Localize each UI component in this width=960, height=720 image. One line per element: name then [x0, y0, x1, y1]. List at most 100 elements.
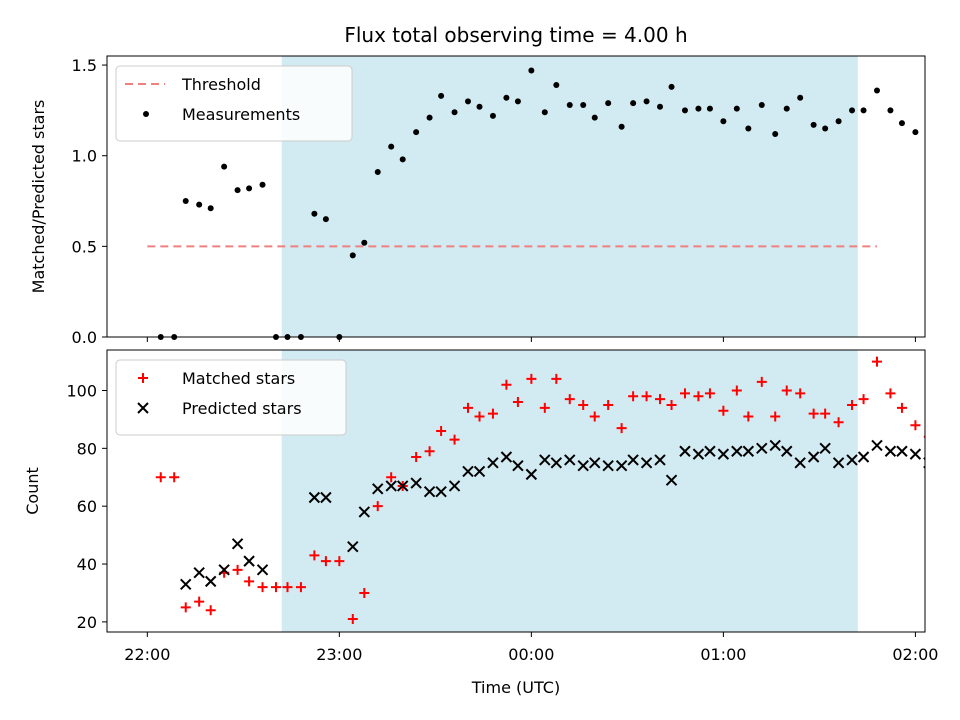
predicted-star-point: [602, 459, 614, 472]
matched-star-point: [616, 423, 627, 434]
predicted-star-point: [654, 454, 666, 466]
x-tick-label: 00:00: [508, 645, 554, 664]
matched-star-point: [833, 417, 844, 428]
matched-star-point: [641, 391, 652, 402]
matched-star-point: [359, 587, 370, 598]
y-tick-label: 1.0: [72, 147, 97, 166]
predicted-star-point: [846, 454, 858, 466]
legend-predicted-swatch: [137, 402, 149, 414]
plots-group: 0.0 0.5 1.0 1.5 Matched/Predicted stars Thres…: [23, 55, 957, 664]
legend-label: Threshold: [181, 75, 261, 94]
predicted-star-point: [487, 457, 499, 469]
y-tick-label: 40: [77, 555, 97, 574]
matched-star-point: [169, 472, 180, 483]
predicted-star-point: [500, 451, 513, 463]
measurement-point: [528, 67, 535, 74]
matched-star-point: [589, 411, 600, 422]
matched-star-point: [871, 356, 882, 367]
measurement-point: [810, 121, 817, 128]
predicted-star-point: [857, 451, 870, 463]
matched-star-point: [539, 402, 550, 413]
matched-star-point: [257, 582, 268, 593]
measurement-point: [580, 101, 587, 108]
predicted-star-point: [884, 445, 897, 457]
measurement-point: [196, 201, 203, 208]
measurement-point: [605, 100, 612, 107]
measurement-point: [311, 210, 318, 217]
predicted-star-point: [473, 465, 486, 478]
x-tick-label: 02:00: [892, 645, 938, 664]
measurement-point: [207, 205, 214, 212]
measurement-point: [259, 181, 266, 188]
measurement-point: [835, 118, 842, 125]
measurement-point: [937, 127, 943, 133]
measurement-point: [591, 114, 598, 121]
matched-star-point: [205, 605, 216, 616]
predicted-star-point: [819, 442, 831, 455]
measurement-point: [234, 187, 241, 194]
data-points: [155, 356, 945, 624]
predicted-star-point: [896, 445, 908, 457]
matched-star-point: [679, 388, 690, 399]
matched-star-point: [334, 556, 345, 567]
measurement-point: [541, 109, 548, 116]
matched-star-point: [474, 411, 485, 422]
predicted-star-point: [756, 442, 768, 455]
matched-star-point: [935, 440, 945, 450]
matched-star-point: [603, 399, 614, 410]
measurement-point: [733, 105, 740, 112]
matched-star-point: [743, 411, 754, 422]
measurement-point: [783, 105, 790, 112]
measurement-point: [887, 107, 894, 114]
measurement-point: [566, 101, 573, 108]
predicted-star-point: [539, 454, 551, 466]
measurement-point: [912, 129, 919, 136]
measurement-point: [413, 129, 420, 136]
y-tick-label: 1.5: [72, 56, 97, 75]
predicted-star-point: [180, 578, 192, 590]
measurement-point: [221, 163, 228, 170]
predicted-star-point: [627, 454, 639, 466]
predicted-star-point: [807, 451, 820, 463]
predicted-star-point: [589, 457, 601, 469]
predicted-star-point: [679, 445, 691, 457]
matched-star-point: [512, 397, 523, 408]
x-tick-label: 22:00: [124, 645, 170, 664]
measurement-point: [246, 185, 253, 192]
legend-measurement-swatch: [143, 111, 149, 117]
predicted-star-point: [909, 448, 922, 460]
measurement-point: [668, 83, 675, 90]
legend-box: [115, 359, 347, 436]
matched-star-point: [194, 596, 205, 607]
predicted-star-point: [577, 459, 589, 472]
matched-star-point: [731, 385, 742, 396]
measurement-point: [772, 130, 779, 137]
chart-title: Flux total observing time = 4.00 h: [344, 23, 687, 47]
legend: Matched stars Predicted stars: [115, 359, 347, 436]
legend-matched-swatch: [138, 373, 148, 383]
predicted-star-point: [512, 459, 524, 472]
y-axis-label: Count: [23, 467, 42, 515]
predicted-star-point: [385, 480, 397, 492]
measurement-point: [361, 239, 368, 246]
x-axis-label: Time (UTC): [471, 678, 560, 697]
predicted-star-point: [717, 448, 730, 460]
matched-star-point: [564, 394, 575, 405]
measurement-point: [476, 103, 483, 110]
predicted-star-point: [256, 564, 269, 576]
predicted-star-point: [410, 477, 422, 489]
predicted-star-point: [320, 491, 332, 504]
predicted-star-point: [665, 474, 678, 486]
matched-star-point: [704, 388, 715, 399]
y-axis-label: Matched/Predicted stars: [29, 100, 48, 294]
measurement-point: [873, 87, 880, 94]
legend-box: [115, 65, 353, 142]
matched-star-point: [372, 501, 383, 512]
matched-star-point: [820, 408, 831, 419]
matched-star-point: [693, 391, 704, 402]
matched-star-point: [781, 385, 792, 396]
matched-star-point: [578, 399, 589, 410]
measurement-point: [553, 82, 560, 89]
matched-star-point: [295, 582, 306, 593]
measurement-point: [951, 133, 957, 139]
